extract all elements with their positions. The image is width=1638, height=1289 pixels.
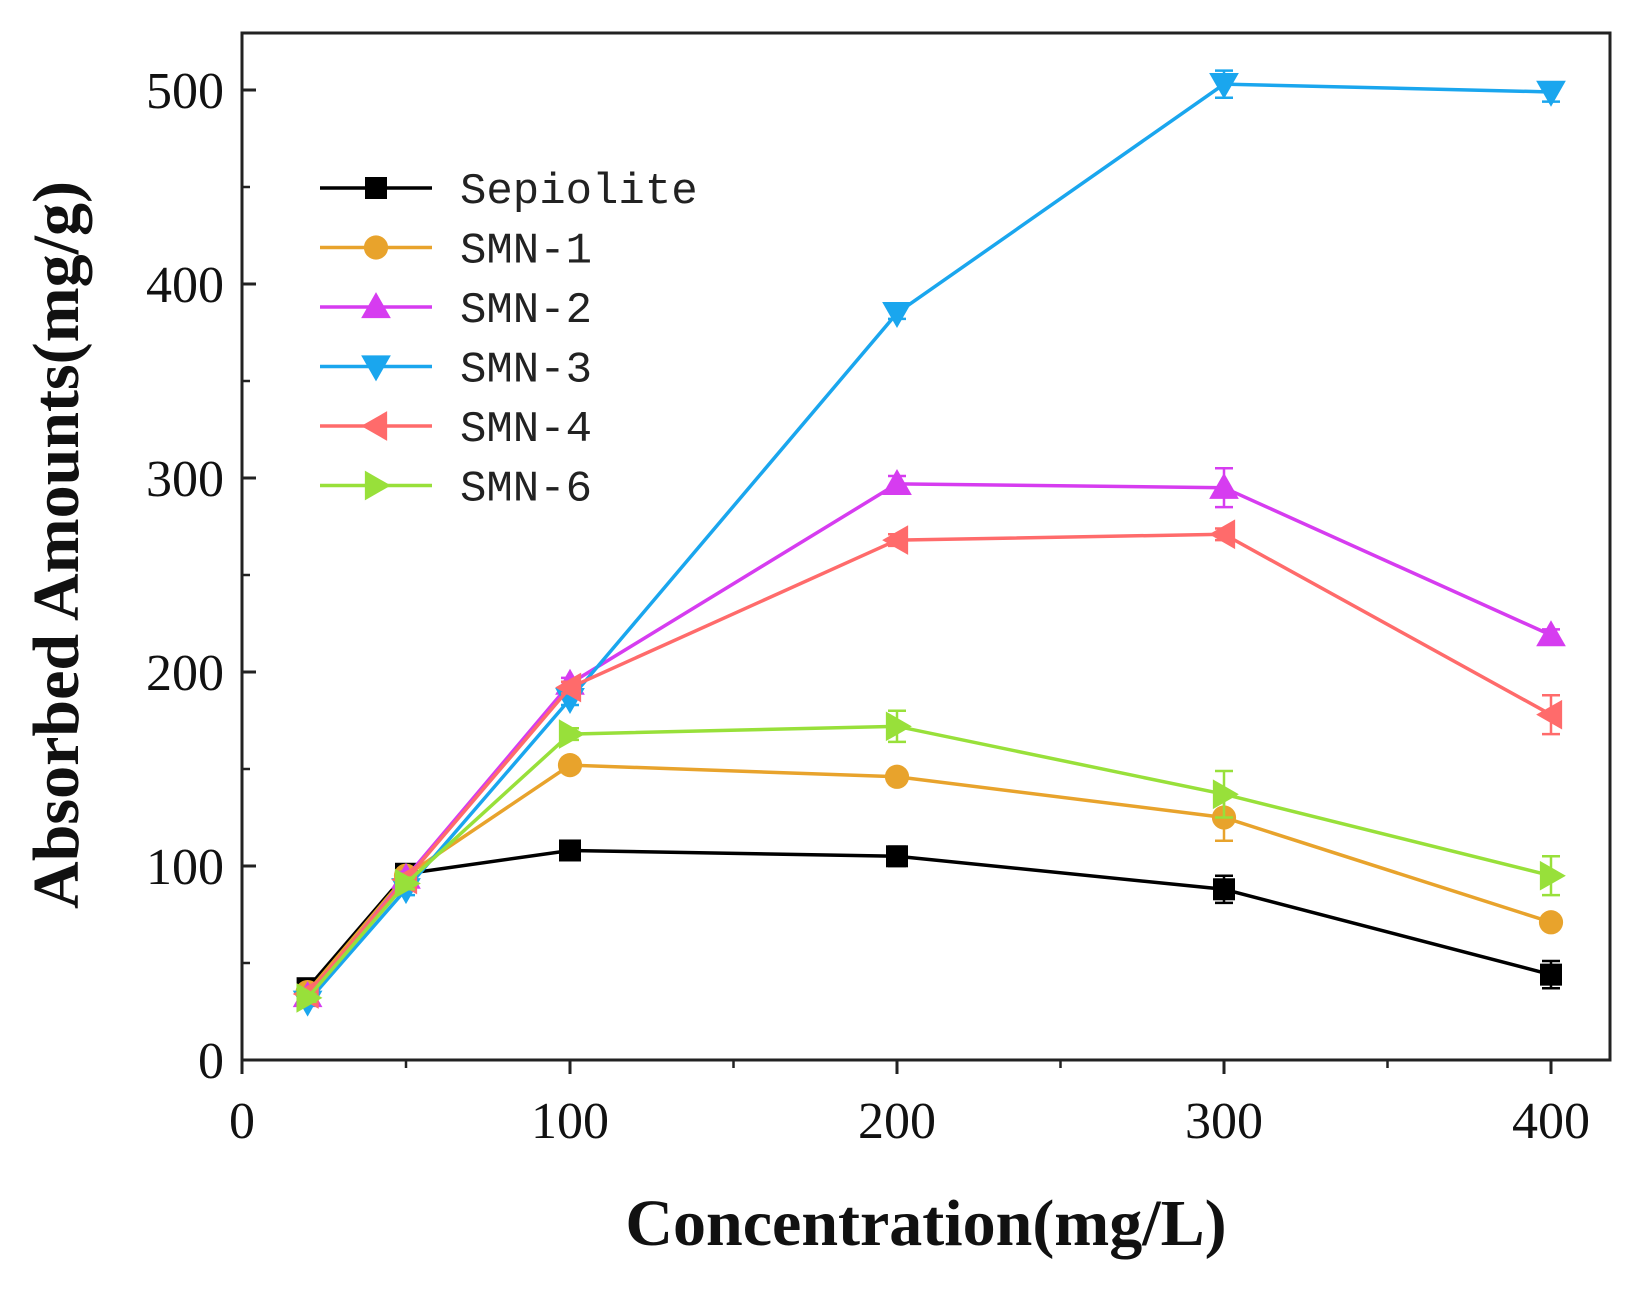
x-tick-label: 300 [1185,1093,1263,1150]
x-axis-title: Concentration(mg/L) [625,1187,1226,1260]
data-point [1536,699,1563,730]
series-line [306,482,1552,998]
data-point [558,719,585,749]
legend-item: SMN-6 [320,465,592,515]
x-tick-label: 100 [531,1093,609,1150]
x-tick-label: 400 [1512,1093,1590,1150]
legend-label: SMN-6 [460,465,592,515]
legend-label: Sepiolite [460,167,698,217]
data-point [1536,620,1566,647]
data-point [1540,963,1562,986]
y-tick-label: 0 [198,1033,224,1090]
data-point [882,468,912,495]
y-tick-label: 400 [146,257,224,314]
y-tick-label: 300 [146,451,224,508]
data-point [361,292,391,319]
data-point [885,711,912,742]
y-axis-title: Absorbed Amounts(mg/g) [20,181,93,909]
series-line [306,532,1552,996]
y-tick-label: 100 [146,839,224,896]
legend-label: SMN-4 [460,405,592,455]
data-point [884,764,910,789]
series-line [306,848,1552,990]
plot-frame [240,31,1612,1062]
data-point [296,983,323,1013]
series-smn-6 [296,709,1566,1013]
x-tick-label: 200 [858,1093,936,1150]
data-point [1209,472,1239,499]
data-point [1212,779,1239,810]
series-smn-2 [292,467,1566,1008]
x-tick-label: 0 [229,1093,255,1150]
data-point [1536,80,1566,107]
legend-item: SMN-1 [320,227,592,277]
data-point [1209,73,1239,100]
data-point [361,355,391,382]
data-point [559,839,581,862]
data-point [1539,860,1566,891]
legend-item: SMN-2 [320,286,592,336]
data-point [1538,910,1564,935]
series-smn-4 [292,519,1563,1009]
data-point [364,470,391,501]
data-point [882,525,909,555]
y-tick-label: 500 [146,63,224,120]
legend-item: SMN-3 [320,346,592,396]
legend-item: Sepiolite [320,167,698,217]
legend-label: SMN-1 [460,227,592,277]
series-smn-1 [295,753,1564,1005]
data-point [882,301,912,328]
series-line [306,724,1552,1000]
legend-item: SMN-4 [320,405,592,455]
legend-label: SMN-3 [460,346,592,396]
data-point [886,845,908,868]
data-point [394,868,421,899]
data-point [361,411,388,441]
legend-label: SMN-2 [460,286,592,336]
data-point [365,177,387,199]
data-point [555,672,582,703]
series-line [306,763,1552,994]
data-point [1209,519,1236,550]
series-line [306,82,1552,1003]
data-point [557,753,583,778]
data-point [1213,878,1235,901]
data-point [363,235,389,260]
y-tick-label: 200 [146,645,224,702]
